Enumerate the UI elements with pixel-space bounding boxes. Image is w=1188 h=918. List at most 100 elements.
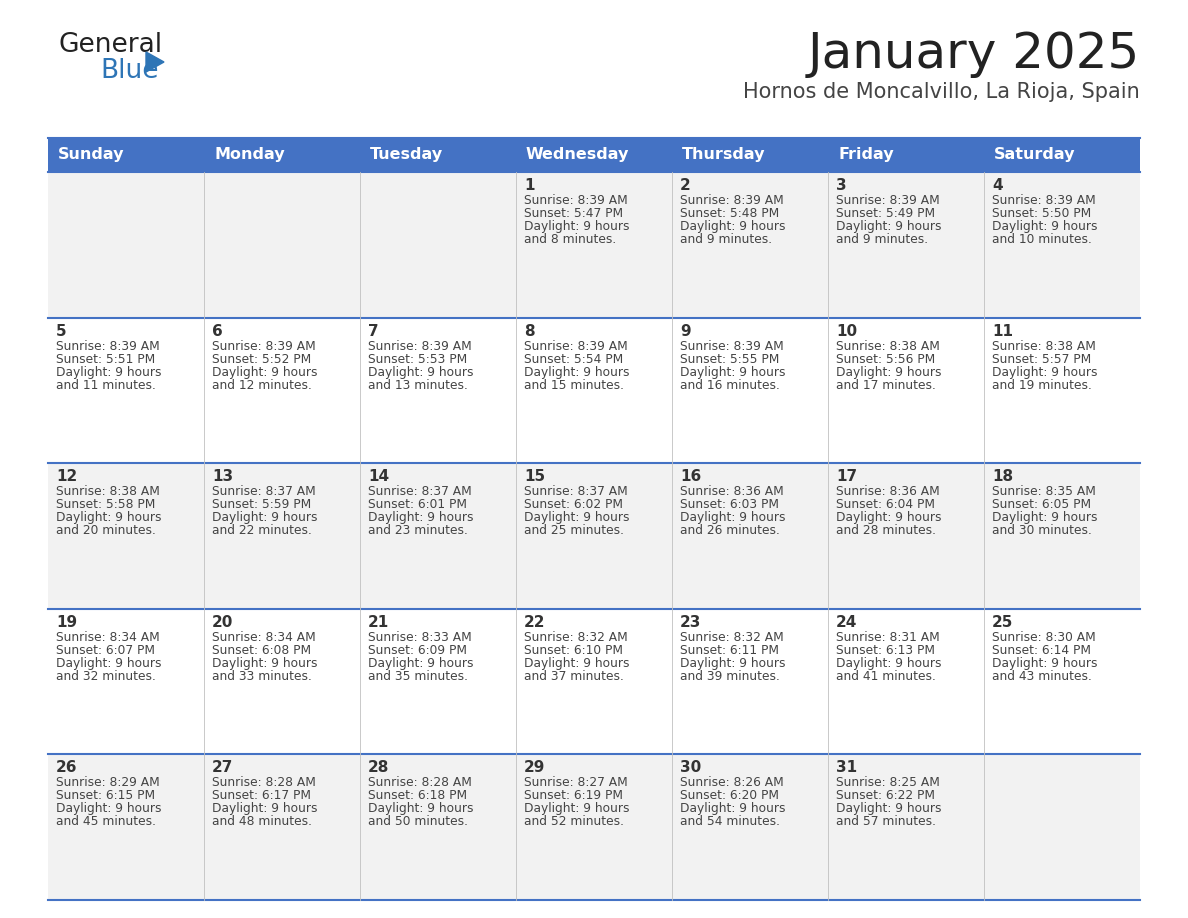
Text: 26: 26: [56, 760, 77, 776]
Text: Sunrise: 8:39 AM: Sunrise: 8:39 AM: [836, 194, 940, 207]
Bar: [48, 755, 1140, 900]
Text: Daylight: 9 hours: Daylight: 9 hours: [368, 656, 474, 670]
Text: Sunset: 6:19 PM: Sunset: 6:19 PM: [524, 789, 623, 802]
Text: and 20 minutes.: and 20 minutes.: [56, 524, 156, 537]
Text: Sunset: 5:56 PM: Sunset: 5:56 PM: [836, 353, 935, 365]
Text: Sunset: 6:05 PM: Sunset: 6:05 PM: [992, 498, 1091, 511]
Text: Daylight: 9 hours: Daylight: 9 hours: [680, 802, 785, 815]
Text: Sunrise: 8:39 AM: Sunrise: 8:39 AM: [680, 194, 784, 207]
Text: Sunrise: 8:38 AM: Sunrise: 8:38 AM: [56, 486, 160, 498]
Text: and 11 minutes.: and 11 minutes.: [56, 378, 156, 392]
Text: 5: 5: [56, 324, 67, 339]
Text: Sunrise: 8:31 AM: Sunrise: 8:31 AM: [836, 631, 940, 644]
Text: Sunrise: 8:30 AM: Sunrise: 8:30 AM: [992, 631, 1095, 644]
Text: Sunset: 5:54 PM: Sunset: 5:54 PM: [524, 353, 624, 365]
Text: Sunrise: 8:39 AM: Sunrise: 8:39 AM: [680, 340, 784, 353]
Text: 8: 8: [524, 324, 535, 339]
Text: Daylight: 9 hours: Daylight: 9 hours: [524, 511, 630, 524]
Text: Sunset: 6:08 PM: Sunset: 6:08 PM: [211, 644, 311, 656]
Text: and 22 minutes.: and 22 minutes.: [211, 524, 312, 537]
Text: Sunset: 6:03 PM: Sunset: 6:03 PM: [680, 498, 779, 511]
Text: Sunrise: 8:39 AM: Sunrise: 8:39 AM: [368, 340, 472, 353]
Text: Sunset: 5:52 PM: Sunset: 5:52 PM: [211, 353, 311, 365]
Text: 29: 29: [524, 760, 545, 776]
Text: and 39 minutes.: and 39 minutes.: [680, 670, 779, 683]
Text: 13: 13: [211, 469, 233, 484]
Text: Daylight: 9 hours: Daylight: 9 hours: [368, 365, 474, 378]
Text: and 43 minutes.: and 43 minutes.: [992, 670, 1092, 683]
Text: Sunset: 6:04 PM: Sunset: 6:04 PM: [836, 498, 935, 511]
Text: 2: 2: [680, 178, 690, 193]
Text: Sunset: 6:11 PM: Sunset: 6:11 PM: [680, 644, 779, 656]
Text: Sunset: 5:57 PM: Sunset: 5:57 PM: [992, 353, 1092, 365]
Text: Sunset: 6:09 PM: Sunset: 6:09 PM: [368, 644, 467, 656]
Text: Sunrise: 8:33 AM: Sunrise: 8:33 AM: [368, 631, 472, 644]
Text: 23: 23: [680, 615, 701, 630]
Text: Sunset: 5:59 PM: Sunset: 5:59 PM: [211, 498, 311, 511]
Text: 12: 12: [56, 469, 77, 484]
Text: Daylight: 9 hours: Daylight: 9 hours: [992, 656, 1098, 670]
Text: Sunset: 5:53 PM: Sunset: 5:53 PM: [368, 353, 467, 365]
Text: Sunrise: 8:35 AM: Sunrise: 8:35 AM: [992, 486, 1095, 498]
Text: 14: 14: [368, 469, 390, 484]
Text: and 9 minutes.: and 9 minutes.: [836, 233, 928, 246]
Text: Sunset: 6:13 PM: Sunset: 6:13 PM: [836, 644, 935, 656]
Text: 20: 20: [211, 615, 233, 630]
Text: Daylight: 9 hours: Daylight: 9 hours: [524, 802, 630, 815]
Text: Sunrise: 8:26 AM: Sunrise: 8:26 AM: [680, 777, 784, 789]
Text: and 41 minutes.: and 41 minutes.: [836, 670, 936, 683]
Text: 11: 11: [992, 324, 1013, 339]
Text: Sunset: 6:07 PM: Sunset: 6:07 PM: [56, 644, 154, 656]
Text: Sunset: 5:48 PM: Sunset: 5:48 PM: [680, 207, 779, 220]
Text: Sunrise: 8:38 AM: Sunrise: 8:38 AM: [992, 340, 1095, 353]
Text: and 52 minutes.: and 52 minutes.: [524, 815, 624, 828]
Text: Sunrise: 8:37 AM: Sunrise: 8:37 AM: [211, 486, 316, 498]
Text: Sunrise: 8:37 AM: Sunrise: 8:37 AM: [368, 486, 472, 498]
Text: Daylight: 9 hours: Daylight: 9 hours: [56, 656, 162, 670]
Text: and 26 minutes.: and 26 minutes.: [680, 524, 779, 537]
Text: Sunrise: 8:39 AM: Sunrise: 8:39 AM: [524, 340, 627, 353]
Text: Sunrise: 8:38 AM: Sunrise: 8:38 AM: [836, 340, 940, 353]
Text: and 35 minutes.: and 35 minutes.: [368, 670, 468, 683]
Text: Sunset: 6:02 PM: Sunset: 6:02 PM: [524, 498, 623, 511]
Text: Sunrise: 8:28 AM: Sunrise: 8:28 AM: [368, 777, 472, 789]
Text: Daylight: 9 hours: Daylight: 9 hours: [56, 365, 162, 378]
Text: Sunrise: 8:34 AM: Sunrise: 8:34 AM: [56, 631, 159, 644]
Text: Daylight: 9 hours: Daylight: 9 hours: [836, 656, 942, 670]
Text: Daylight: 9 hours: Daylight: 9 hours: [56, 802, 162, 815]
Polygon shape: [146, 52, 164, 72]
Text: 25: 25: [992, 615, 1013, 630]
Text: and 48 minutes.: and 48 minutes.: [211, 815, 312, 828]
Text: Sunrise: 8:25 AM: Sunrise: 8:25 AM: [836, 777, 940, 789]
Bar: [48, 172, 1140, 318]
Text: and 23 minutes.: and 23 minutes.: [368, 524, 468, 537]
Text: Sunrise: 8:36 AM: Sunrise: 8:36 AM: [836, 486, 940, 498]
Text: Monday: Monday: [214, 148, 285, 162]
Text: General: General: [58, 32, 162, 58]
Text: Daylight: 9 hours: Daylight: 9 hours: [211, 365, 317, 378]
Text: Daylight: 9 hours: Daylight: 9 hours: [211, 802, 317, 815]
Text: Tuesday: Tuesday: [369, 148, 443, 162]
Text: 7: 7: [368, 324, 379, 339]
Text: and 33 minutes.: and 33 minutes.: [211, 670, 312, 683]
Text: and 25 minutes.: and 25 minutes.: [524, 524, 624, 537]
Text: Sunset: 6:10 PM: Sunset: 6:10 PM: [524, 644, 623, 656]
Text: and 50 minutes.: and 50 minutes.: [368, 815, 468, 828]
Text: Daylight: 9 hours: Daylight: 9 hours: [211, 656, 317, 670]
Text: 22: 22: [524, 615, 545, 630]
Bar: [48, 138, 1140, 172]
Text: Daylight: 9 hours: Daylight: 9 hours: [992, 220, 1098, 233]
Text: Daylight: 9 hours: Daylight: 9 hours: [56, 511, 162, 524]
Text: Sunrise: 8:27 AM: Sunrise: 8:27 AM: [524, 777, 627, 789]
Text: Saturday: Saturday: [994, 148, 1075, 162]
Text: Sunset: 6:18 PM: Sunset: 6:18 PM: [368, 789, 467, 802]
Text: 18: 18: [992, 469, 1013, 484]
Text: and 19 minutes.: and 19 minutes.: [992, 378, 1092, 392]
Text: Sunset: 6:01 PM: Sunset: 6:01 PM: [368, 498, 467, 511]
Text: 3: 3: [836, 178, 847, 193]
Text: and 15 minutes.: and 15 minutes.: [524, 378, 624, 392]
Text: Sunset: 5:51 PM: Sunset: 5:51 PM: [56, 353, 156, 365]
Text: Sunrise: 8:37 AM: Sunrise: 8:37 AM: [524, 486, 627, 498]
Text: Wednesday: Wednesday: [526, 148, 630, 162]
Text: and 8 minutes.: and 8 minutes.: [524, 233, 617, 246]
